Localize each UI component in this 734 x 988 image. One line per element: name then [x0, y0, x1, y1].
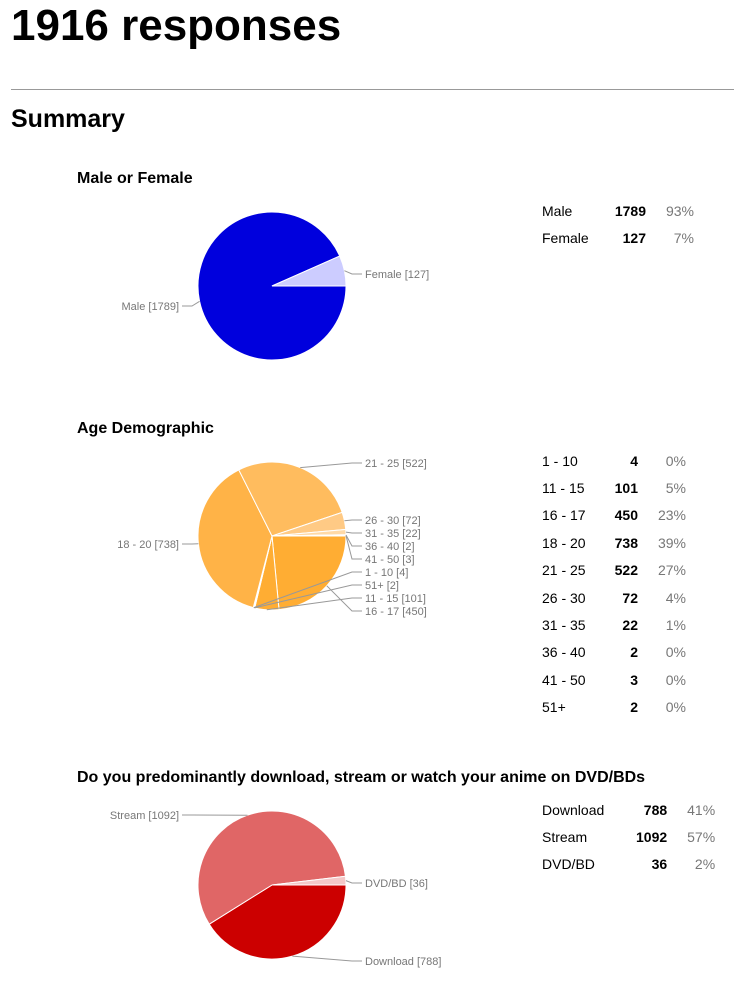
- pie-leader-line: [344, 271, 362, 274]
- response-percent: 0%: [638, 639, 686, 666]
- summary-heading: Summary: [11, 104, 125, 134]
- age-stats-table: 1 - 10 4 0% 11 - 15 101 5% 16 - 17 450 23% 18 - 2…: [542, 447, 686, 721]
- response-percent: 0%: [638, 447, 686, 474]
- pie-slice-label: 21 - 25 [522]: [365, 458, 427, 470]
- stats-row: Female 127 7%: [542, 224, 694, 251]
- option-label: 41 - 50: [542, 666, 606, 693]
- response-percent: 41%: [667, 796, 715, 823]
- pie-slice-label: Stream [1092]: [110, 810, 179, 822]
- option-label: DVD/BD: [542, 851, 636, 878]
- stats-row: 18 - 20 738 39%: [542, 529, 686, 556]
- response-count: 2: [606, 694, 638, 721]
- pie-slice-label: 11 - 15 [101]: [365, 593, 426, 605]
- response-count: 127: [614, 224, 646, 251]
- stats-row: DVD/BD 36 2%: [542, 851, 715, 878]
- pie-leader-line: [344, 520, 362, 521]
- response-count: 2: [606, 639, 638, 666]
- option-label: Stream: [542, 823, 636, 850]
- response-count: 4: [606, 447, 638, 474]
- stats-row: 21 - 25 522 27%: [542, 557, 686, 584]
- response-count: 72: [606, 584, 638, 611]
- response-count: 450: [606, 502, 638, 529]
- pie-slice-label: Male [1789]: [122, 301, 179, 313]
- response-percent: 23%: [638, 502, 686, 529]
- question-title: Age Demographic: [77, 419, 214, 439]
- option-label: 36 - 40: [542, 639, 606, 666]
- response-percent: 39%: [638, 529, 686, 556]
- stats-row: 26 - 30 72 4%: [542, 584, 686, 611]
- pie-leader-line: [300, 463, 362, 468]
- response-count: 522: [606, 557, 638, 584]
- stats-row: 36 - 40 2 0%: [542, 639, 686, 666]
- response-percent: 5%: [638, 474, 686, 501]
- pie-leader-line: [292, 956, 362, 961]
- stats-row: Male 1789 93%: [542, 197, 694, 224]
- response-percent: 7%: [646, 224, 694, 251]
- response-count: 101: [606, 474, 638, 501]
- age-pie-chart: 1 - 10 [4] 11 - 15 [101]16 - 17 [450] 18 -…: [100, 441, 460, 631]
- stats-row: Stream 1092 57%: [542, 823, 715, 850]
- response-count: 36: [636, 851, 667, 878]
- response-percent: 0%: [638, 694, 686, 721]
- option-label: 1 - 10: [542, 447, 606, 474]
- pie-slice: [272, 536, 346, 610]
- option-label: 31 - 35: [542, 611, 606, 638]
- stats-row: 1 - 10 4 0%: [542, 447, 686, 474]
- gender-pie-chart: Female [127] Male [1789]: [100, 191, 460, 381]
- pie-slice-label: 41 - 50 [3]: [365, 554, 415, 566]
- response-percent: 2%: [667, 851, 715, 878]
- stats-row: 41 - 50 3 0%: [542, 666, 686, 693]
- pie-slice-label: 18 - 20 [738]: [117, 539, 179, 551]
- response-count: 3: [606, 666, 638, 693]
- response-percent: 4%: [638, 584, 686, 611]
- question-age: Age Demographic 1 - 10 [4] 11 - 15 [101] 1…: [0, 419, 734, 719]
- pie-slice-label: 1 - 10 [4]: [365, 567, 408, 579]
- response-count: 788: [636, 796, 667, 823]
- option-label: 51+: [542, 694, 606, 721]
- response-percent: 1%: [638, 611, 686, 638]
- response-count: 22: [606, 611, 638, 638]
- gender-stats-table: Male 1789 93% Female 127 7%: [542, 197, 694, 252]
- title-divider: [11, 89, 734, 90]
- pie-leader-line: [182, 301, 200, 306]
- response-percent: 93%: [646, 197, 694, 224]
- pie-slice-label: DVD/BD [36]: [365, 878, 428, 890]
- pie-slice-label: 31 - 35 [22]: [365, 528, 421, 540]
- question-title: Male or Female: [77, 169, 193, 189]
- page-title: 1916 responses: [11, 0, 341, 52]
- option-label: 18 - 20: [542, 529, 606, 556]
- pie-slice-label: 36 - 40 [2]: [365, 541, 415, 553]
- pie-slice-label: 51+ [2]: [365, 580, 399, 592]
- pie-slice-label: Female [127]: [365, 269, 429, 281]
- pie-slice-label: 16 - 17 [450]: [365, 606, 427, 618]
- pie-leader-line: [346, 881, 362, 883]
- response-percent: 0%: [638, 666, 686, 693]
- option-label: 26 - 30: [542, 584, 606, 611]
- pie-slice-label: 26 - 30 [72]: [365, 515, 421, 527]
- stats-row: 11 - 15 101 5%: [542, 474, 686, 501]
- response-percent: 27%: [638, 557, 686, 584]
- question-gender: Male or Female Female [127] Male [1789] M…: [0, 169, 734, 379]
- response-count: 1789: [614, 197, 646, 224]
- option-label: Male: [542, 197, 614, 224]
- format-pie-chart: DVD/BD [36] Stream [1092] Download [788]: [100, 790, 460, 980]
- format-stats-table: Download 788 41% Stream 1092 57% DVD/BD 36 2%: [542, 796, 715, 878]
- question-title: Do you predominantly download, stream or…: [77, 768, 645, 788]
- pie-slice-label: Download [788]: [365, 956, 441, 968]
- stats-row: 31 - 35 22 1%: [542, 611, 686, 638]
- response-count: 738: [606, 529, 638, 556]
- pie-leader-line: [346, 532, 362, 533]
- option-label: 16 - 17: [542, 502, 606, 529]
- response-count: 1092: [636, 823, 667, 850]
- stats-row: 51+ 2 0%: [542, 694, 686, 721]
- stats-row: Download 788 41%: [542, 796, 715, 823]
- option-label: Female: [542, 224, 614, 251]
- stats-row: 16 - 17 450 23%: [542, 502, 686, 529]
- question-format: Do you predominantly download, stream or…: [0, 768, 734, 978]
- option-label: 21 - 25: [542, 557, 606, 584]
- option-label: 11 - 15: [542, 474, 606, 501]
- response-percent: 57%: [667, 823, 715, 850]
- option-label: Download: [542, 796, 636, 823]
